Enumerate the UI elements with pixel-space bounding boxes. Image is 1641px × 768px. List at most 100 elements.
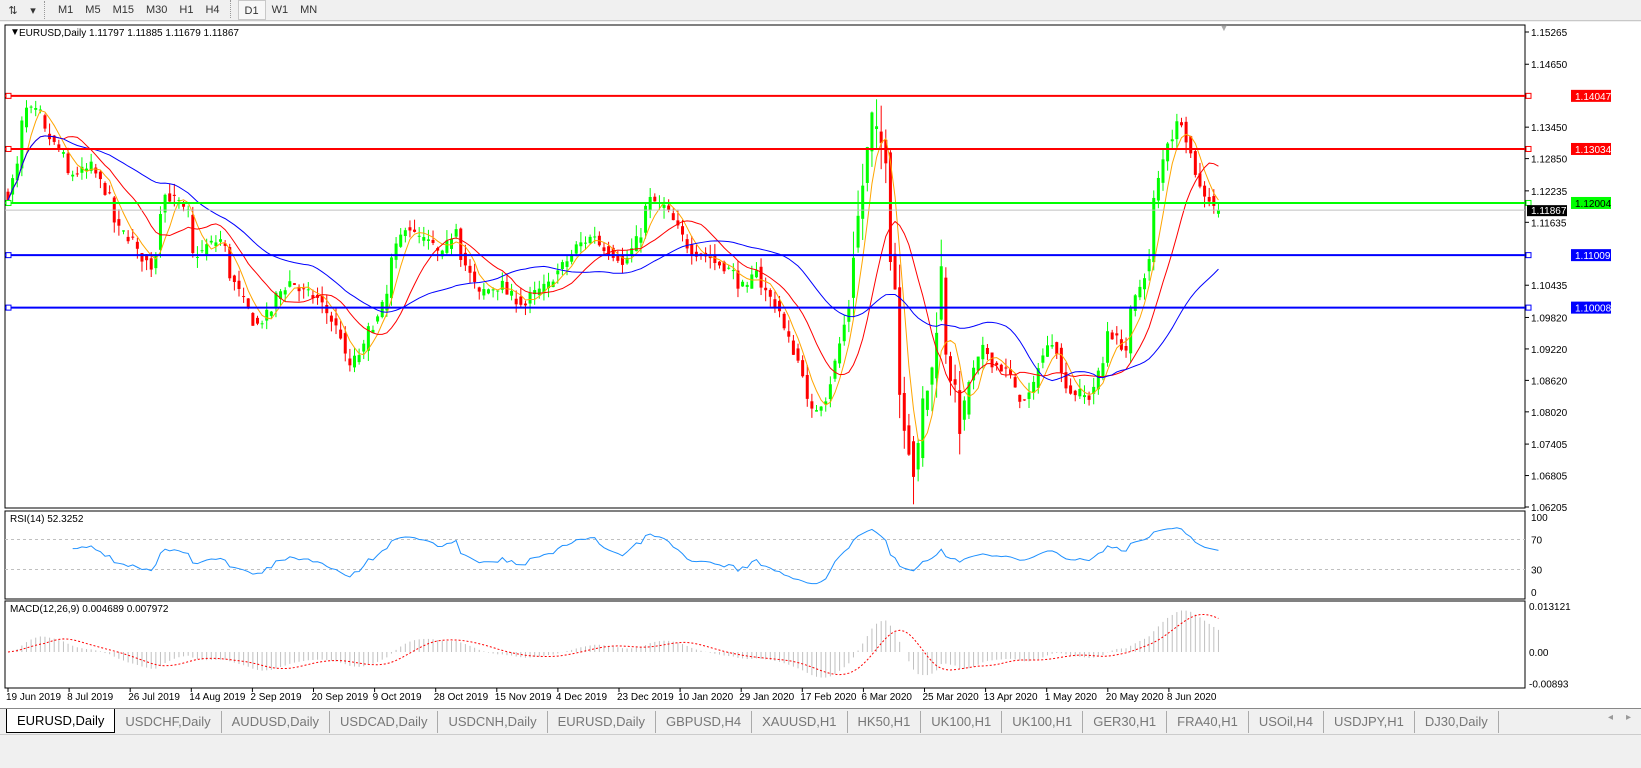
candle	[962, 396, 966, 431]
candle	[422, 226, 426, 247]
candle-body	[385, 293, 389, 311]
candle	[29, 105, 33, 114]
candle	[972, 360, 976, 390]
candle-body	[741, 281, 745, 287]
chart-tab[interactable]: USOil,H4	[1249, 711, 1325, 733]
candle-body	[510, 290, 514, 296]
chart-tab[interactable]: USDCAD,Daily	[330, 711, 439, 733]
scroll-left-icon[interactable]: ◂	[1608, 712, 1614, 723]
chart-tab[interactable]: EURUSD,Daily	[548, 711, 656, 733]
candle-body	[925, 390, 929, 410]
candle-body	[283, 290, 287, 295]
chart-tab[interactable]: DJ30,Daily	[1415, 711, 1499, 733]
chart-window[interactable]: ▼ 1.14047 1.13034 1.12004 1.11009 1.10008 1.15…	[0, 22, 1641, 708]
candle	[408, 220, 412, 238]
candle	[399, 228, 403, 248]
candle-body	[1055, 342, 1059, 355]
candle	[311, 289, 315, 304]
candle-body	[671, 213, 675, 221]
timeframe-mn[interactable]: MN	[300, 4, 318, 16]
candle-body	[154, 254, 158, 269]
candle-body	[413, 229, 417, 232]
timeframe-buttons: M1 M5 M15 M30 H1 H4 D1 W1 MN	[52, 0, 323, 20]
candle-body	[1124, 346, 1128, 351]
candle	[644, 203, 648, 239]
time-axis-label: 26 Jul 2019	[128, 692, 180, 703]
candle-body	[579, 242, 583, 247]
timeframe-w1[interactable]: W1	[271, 4, 289, 16]
candle-body	[851, 257, 855, 298]
price-axis-label: 1.10435	[1531, 281, 1568, 292]
candle	[394, 237, 398, 269]
candle-body	[607, 246, 611, 255]
dropdown-icon[interactable]: ▾	[30, 4, 36, 17]
candle	[1082, 385, 1086, 404]
chart-tab[interactable]: GBPUSD,H4	[656, 711, 753, 733]
candle	[98, 170, 102, 189]
candle	[1184, 116, 1188, 154]
candle	[496, 290, 500, 301]
candle-body	[200, 250, 204, 252]
chart-tab[interactable]: EURUSD,Daily	[6, 709, 116, 733]
candle-body	[436, 248, 440, 251]
timeframe-m5[interactable]: M5	[85, 4, 101, 16]
candle-body	[916, 443, 920, 470]
timeframe-m15[interactable]: M15	[112, 4, 134, 16]
candle-body	[219, 239, 223, 242]
candle	[717, 261, 721, 269]
chart-tab[interactable]: FRA40,H1	[1167, 711, 1249, 733]
candle-body	[750, 274, 754, 289]
candle-body	[329, 315, 333, 322]
candle-body	[454, 229, 458, 237]
candle-body	[288, 281, 292, 287]
candle-body	[389, 257, 393, 298]
candle-body	[334, 318, 338, 326]
candle-body	[625, 257, 629, 264]
chart-tab[interactable]: AUDUSD,Daily	[222, 711, 331, 733]
timeframe-m1[interactable]: M1	[58, 4, 74, 16]
chart-tab[interactable]: USDCHF,Daily	[115, 711, 222, 733]
status-area	[0, 734, 1641, 768]
candle	[75, 166, 79, 177]
candle-body	[690, 244, 694, 256]
chart-tab[interactable]: UK100,H1	[921, 711, 1003, 733]
candle-body	[450, 238, 454, 249]
timeframe-d1[interactable]: D1	[237, 0, 266, 20]
candle-body	[1092, 386, 1096, 394]
level-handle	[1525, 145, 1532, 152]
chart-canvas[interactable]: ▼ 1.14047 1.13034 1.12004 1.11009 1.10008 1.15…	[0, 22, 1641, 708]
chart-style-icon[interactable]: ⇅	[8, 4, 18, 17]
candle	[376, 314, 380, 324]
candle-body	[500, 280, 504, 290]
candle	[865, 146, 869, 192]
candle	[195, 246, 199, 268]
chart-tab[interactable]: USDCNH,Daily	[438, 711, 548, 733]
candle-body	[417, 235, 421, 237]
time-axis-label: 19 Jun 2019	[6, 692, 61, 703]
candle-body	[168, 193, 172, 202]
candle-body	[972, 367, 976, 381]
candle-body	[422, 237, 426, 241]
candle	[875, 99, 879, 148]
chart-tab[interactable]: XAUUSD,H1	[752, 711, 848, 733]
scroll-right-icon[interactable]: ▸	[1626, 712, 1632, 723]
chart-tab[interactable]: USDJPY,H1	[1324, 711, 1415, 733]
chart-tab[interactable]: GER30,H1	[1083, 711, 1168, 733]
candle	[653, 193, 657, 202]
candle-body	[778, 300, 782, 312]
price-axis-label: 1.08620	[1531, 376, 1568, 387]
candle	[1018, 394, 1022, 409]
candle-body	[75, 173, 79, 175]
candle	[1175, 113, 1179, 149]
price-axis-label: 1.06205	[1531, 503, 1568, 514]
timeframe-h4[interactable]: H4	[205, 4, 220, 16]
candle	[782, 311, 786, 331]
chart-tab[interactable]: HK50,H1	[848, 711, 922, 733]
candle	[833, 358, 837, 382]
candle-body	[1069, 385, 1073, 394]
timeframe-h1[interactable]: H1	[179, 4, 194, 16]
candle-body	[870, 112, 874, 152]
timeframe-m30[interactable]: M30	[145, 4, 168, 16]
chart-tab[interactable]: UK100,H1	[1002, 711, 1084, 733]
candle-body	[1166, 143, 1170, 162]
